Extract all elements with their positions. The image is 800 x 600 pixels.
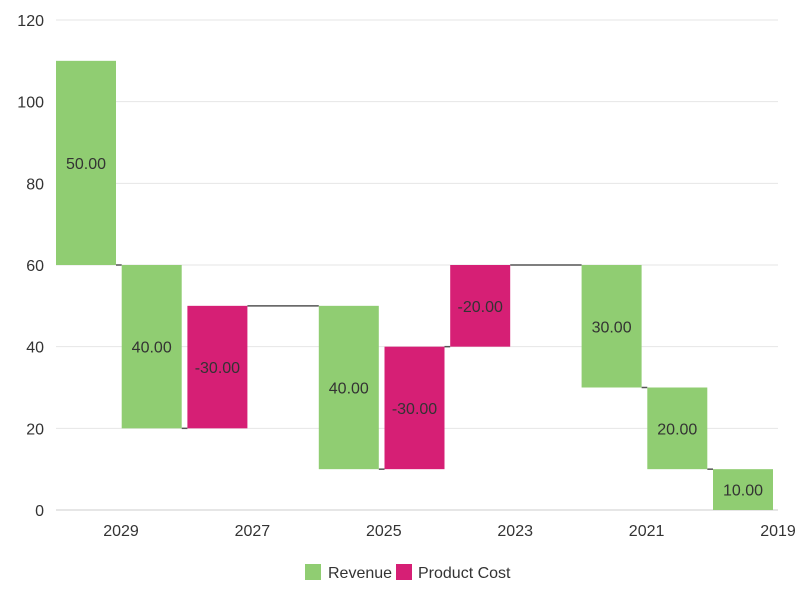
legend-item-revenue[interactable]: Revenue bbox=[305, 564, 392, 582]
legend-swatch bbox=[396, 564, 412, 580]
revenue-bar[interactable] bbox=[56, 60, 116, 266]
x-tick-label: 2023 bbox=[497, 523, 533, 540]
bars bbox=[56, 60, 773, 510]
y-tick-label: 120 bbox=[17, 13, 44, 30]
revenue-bar[interactable] bbox=[318, 305, 379, 470]
bar-value-label: 40.00 bbox=[329, 381, 369, 398]
y-tick-label: 60 bbox=[26, 258, 44, 275]
legend-label: Product Cost bbox=[418, 565, 511, 582]
x-tick-label: 2027 bbox=[235, 523, 271, 540]
legend-swatch bbox=[305, 564, 321, 580]
x-tick-label: 2029 bbox=[103, 523, 139, 540]
bar-value-label: -20.00 bbox=[458, 299, 503, 316]
legend-item-product-cost[interactable]: Product Cost bbox=[396, 564, 511, 582]
y-axis: 0 20 40 60 80 100 120 bbox=[17, 13, 44, 520]
revenue-bar[interactable] bbox=[121, 265, 182, 429]
x-tick-label: 2021 bbox=[629, 523, 665, 540]
y-tick-label: 0 bbox=[35, 503, 44, 520]
y-tick-label: 20 bbox=[26, 421, 44, 438]
bar-value-label: 50.00 bbox=[66, 156, 106, 173]
connector-lines bbox=[116, 264, 713, 470]
bar-value-label: -30.00 bbox=[195, 360, 240, 377]
bar-value-label: 10.00 bbox=[723, 483, 763, 500]
revenue-bar[interactable] bbox=[581, 265, 642, 388]
legend-label: Revenue bbox=[328, 565, 392, 582]
product-cost-bar[interactable] bbox=[384, 346, 445, 470]
data-labels: 50.00 40.00 -30.00 40.00 -30.00 -20.00 30.00 20… bbox=[66, 156, 763, 500]
x-tick-label: 2025 bbox=[366, 523, 402, 540]
bar-value-label: 40.00 bbox=[132, 340, 172, 357]
revenue-bar[interactable] bbox=[713, 469, 773, 510]
bar-value-label: 30.00 bbox=[592, 319, 632, 336]
legend[interactable]: Revenue Product Cost bbox=[305, 564, 511, 582]
bar-value-label: 20.00 bbox=[657, 421, 697, 438]
y-tick-label: 100 bbox=[17, 95, 44, 112]
product-cost-bar[interactable] bbox=[450, 265, 511, 347]
y-tick-label: 40 bbox=[26, 340, 44, 357]
y-tick-label: 80 bbox=[26, 176, 44, 193]
product-cost-bar[interactable] bbox=[187, 305, 248, 429]
x-tick-label: 2019 bbox=[760, 523, 796, 540]
revenue-bar[interactable] bbox=[647, 387, 708, 470]
x-axis: 2029 2027 2025 2023 2021 2019 bbox=[103, 523, 796, 540]
bar-value-label: -30.00 bbox=[392, 401, 437, 418]
